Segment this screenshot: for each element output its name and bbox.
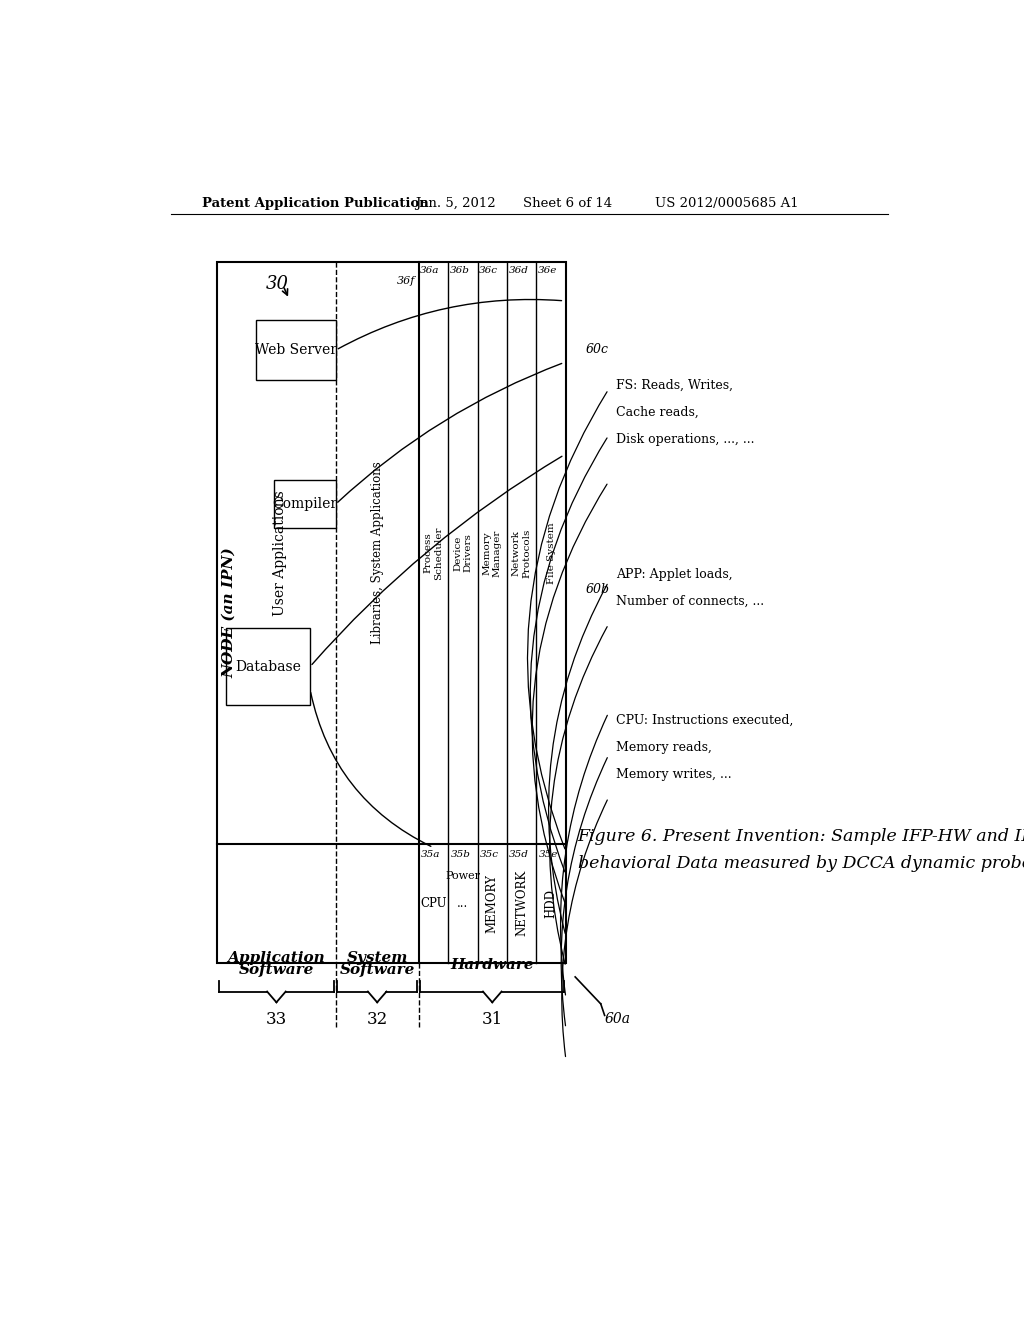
Text: 35e: 35e	[539, 850, 558, 859]
Text: Application: Application	[227, 952, 326, 965]
Text: Jan. 5, 2012: Jan. 5, 2012	[415, 197, 496, 210]
Text: CPU: Instructions executed,: CPU: Instructions executed,	[616, 714, 794, 727]
Text: HDD: HDD	[545, 888, 558, 917]
Text: 35a: 35a	[421, 850, 440, 859]
Text: 36d: 36d	[509, 267, 528, 275]
Text: 60c: 60c	[586, 343, 608, 356]
Bar	[273, 480, 336, 528]
Text: Libraries, System Applications: Libraries, System Applications	[371, 461, 384, 644]
Text: 35c: 35c	[480, 850, 499, 859]
Text: 31: 31	[481, 1011, 503, 1028]
Text: System: System	[346, 952, 408, 965]
Text: 32: 32	[367, 1011, 388, 1028]
Text: MEMORY: MEMORY	[485, 874, 499, 933]
Text: Number of connects, ...: Number of connects, ...	[616, 594, 764, 607]
Bar	[256, 321, 336, 380]
Text: behavioral Data measured by DCCA dynamic probes: behavioral Data measured by DCCA dynamic…	[578, 855, 1024, 873]
Text: Software: Software	[239, 962, 314, 977]
Text: 35d: 35d	[509, 850, 529, 859]
Text: Memory writes, ...: Memory writes, ...	[616, 768, 732, 781]
Bar	[225, 628, 310, 705]
Text: NETWORK: NETWORK	[515, 870, 528, 936]
Text: User Applications: User Applications	[273, 490, 287, 615]
Text: Process
Scheduler: Process Scheduler	[424, 527, 443, 579]
Text: 60a: 60a	[604, 1012, 631, 1026]
Text: Web Server: Web Server	[255, 343, 337, 358]
Text: US 2012/0005685 A1: US 2012/0005685 A1	[655, 197, 799, 210]
Text: ...: ...	[457, 896, 468, 909]
Text: Device
Drivers: Device Drivers	[453, 533, 472, 573]
Text: Sheet 6 of 14: Sheet 6 of 14	[523, 197, 612, 210]
Text: Database: Database	[234, 660, 301, 673]
Text: 36f: 36f	[396, 276, 415, 286]
Text: 60b: 60b	[586, 583, 609, 597]
Text: Software: Software	[340, 962, 415, 977]
Text: 36c: 36c	[479, 267, 498, 275]
Text: Patent Application Publication: Patent Application Publication	[202, 197, 428, 210]
Text: Power: Power	[445, 871, 480, 882]
Text: Hardware: Hardware	[451, 957, 535, 972]
Text: 35b: 35b	[451, 850, 470, 859]
Text: 33: 33	[266, 1011, 287, 1028]
Text: 36e: 36e	[538, 267, 557, 275]
Text: Memory
Manager: Memory Manager	[482, 529, 502, 577]
Text: Cache reads,: Cache reads,	[616, 407, 699, 418]
Text: FS: Reads, Writes,: FS: Reads, Writes,	[616, 379, 733, 392]
Text: File System: File System	[547, 523, 556, 583]
Text: Figure 6. Present Invention: Sample IFP-HW and IPF-SW: Figure 6. Present Invention: Sample IFP-…	[578, 829, 1024, 845]
Text: Network
Protocols: Network Protocols	[512, 528, 531, 578]
Text: Memory reads,: Memory reads,	[616, 741, 712, 754]
Text: NODE (an IPN): NODE (an IPN)	[222, 548, 237, 678]
Text: Compiler: Compiler	[272, 498, 337, 511]
Text: Disk operations, ..., ...: Disk operations, ..., ...	[616, 433, 755, 446]
Text: 36a: 36a	[420, 267, 439, 275]
Text: 36b: 36b	[450, 267, 469, 275]
Text: 30: 30	[266, 275, 289, 293]
Text: CPU: CPU	[420, 896, 446, 909]
Bar	[217, 263, 566, 964]
Text: APP: Applet loads,: APP: Applet loads,	[616, 568, 733, 581]
